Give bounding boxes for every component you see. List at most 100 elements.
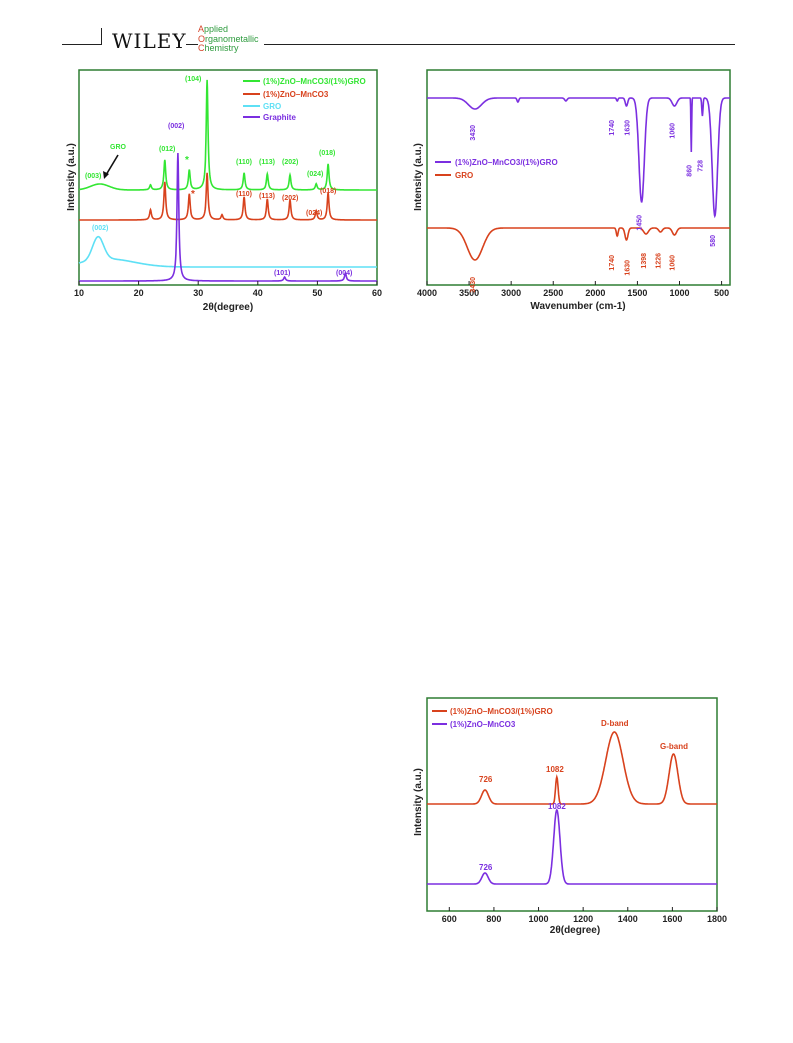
raman-anno-1: 1082 bbox=[546, 765, 564, 774]
ftir-ylabel: Intensity (a.u.) bbox=[413, 143, 424, 211]
journal-initial-1: A bbox=[198, 24, 205, 34]
xrd-series-group bbox=[78, 79, 377, 282]
raman-ticks-group: 600 800 1000 1200 1400 1600 1800 bbox=[442, 907, 727, 924]
raman-tick-label-4: 1400 bbox=[618, 914, 638, 924]
raman-tick-label-6: 1800 bbox=[707, 914, 727, 924]
raman-tick-label-1: 800 bbox=[486, 914, 501, 924]
raman-tick-label-0: 600 bbox=[442, 914, 457, 924]
xrd-tick-label-2: 30 bbox=[193, 288, 203, 298]
journal-header: WILEY Applied Organometallic Chemistry bbox=[0, 0, 793, 60]
xrd-ylabel: Intensity (a.u.) bbox=[66, 143, 77, 211]
xrd-tick-label-4: 50 bbox=[312, 288, 322, 298]
xrd-anno-arrowhead bbox=[103, 171, 109, 179]
raman-anno-0: 726 bbox=[479, 775, 493, 784]
xrd-legend-label-3: Graphite bbox=[263, 113, 296, 122]
xrd-anno-arrow bbox=[105, 154, 119, 176]
ftir-annotations: 3430 1740 1630 1450 1060 860 728 580 3430 1740 163… bbox=[470, 120, 717, 293]
xrd-anno-6: (113) bbox=[259, 159, 275, 166]
ftir-legend-label-1: GRO bbox=[455, 171, 473, 180]
header-tick bbox=[101, 28, 102, 45]
ftir-anno-8: 3430 bbox=[470, 277, 477, 293]
xrd-anno-16: (002) bbox=[92, 225, 108, 232]
ftir-tick-label-3: 2500 bbox=[543, 288, 563, 298]
xrd-ticks-group: 10 20 30 40 50 60 bbox=[74, 281, 382, 298]
raman-tick-label-5: 1600 bbox=[662, 914, 682, 924]
xrd-anno-13: (202) bbox=[282, 195, 298, 202]
xrd-series-2 bbox=[78, 235, 377, 268]
xrd-anno-0: GRO bbox=[110, 144, 127, 151]
xrd-anno-7: (202) bbox=[282, 159, 298, 166]
header-rule-right bbox=[264, 44, 735, 45]
xrd-tick-label-1: 20 bbox=[134, 288, 144, 298]
header-rule-left bbox=[62, 44, 102, 45]
journal-word-3: hemistry bbox=[204, 43, 239, 53]
raman-series-group bbox=[427, 731, 717, 885]
xrd-series-3 bbox=[79, 152, 377, 282]
ftir-series-0 bbox=[427, 97, 730, 219]
xrd-chart: 10 20 30 40 50 60 (1%)ZnO–MnCO3/(1%)GRO (1%)Z… bbox=[66, 69, 382, 313]
raman-anno-5: 726 bbox=[479, 863, 493, 872]
ftir-anno-12: 1226 bbox=[656, 253, 663, 269]
ftir-anno-6: 728 bbox=[697, 160, 704, 172]
xrd-anno-4: * bbox=[185, 155, 189, 166]
ftir-plot-frame bbox=[426, 69, 731, 286]
xrd-series-0 bbox=[79, 79, 377, 191]
raman-chart: 600 800 1000 1200 1400 1600 1800 (1%)ZnO–MnCO3… bbox=[413, 697, 727, 936]
ftir-tick-label-0: 4000 bbox=[417, 288, 437, 298]
xrd-anno-11: (110) bbox=[236, 191, 252, 198]
raman-tick-label-3: 1200 bbox=[573, 914, 593, 924]
ftir-anno-10: 1630 bbox=[625, 260, 632, 276]
raman-legend-label-1: (1%)ZnO–MnCO3 bbox=[450, 720, 516, 729]
ftir-anno-13: 1060 bbox=[669, 255, 676, 271]
xrd-anno-19: (004) bbox=[336, 270, 352, 277]
ftir-legend: (1%)ZnO–MnCO3/(1%)GRO GRO bbox=[435, 158, 558, 180]
ftir-anno-1: 1740 bbox=[609, 120, 616, 136]
xrd-anno-8: (024) bbox=[307, 171, 323, 178]
journal-word-1: pplied bbox=[204, 24, 229, 34]
xrd-tick-label-0: 10 bbox=[74, 288, 84, 298]
xrd-tick-label-5: 60 bbox=[372, 288, 382, 298]
xrd-anno-18: (101) bbox=[274, 270, 290, 277]
ftir-anno-0: 3430 bbox=[470, 125, 477, 141]
xrd-legend: (1%)ZnO–MnCO3/(1%)GRO (1%)ZnO–MnCO3 GRO … bbox=[243, 77, 366, 122]
xrd-anno-17: (002) bbox=[168, 123, 184, 130]
ftir-anno-5: 860 bbox=[686, 165, 693, 177]
xrd-annotations: GRO (003) (012) (104) * (110) (113) (202… bbox=[85, 76, 352, 277]
publisher-logo: WILEY bbox=[112, 29, 187, 53]
xrd-anno-5: (110) bbox=[236, 159, 252, 166]
journal-name: Applied Organometallic Chemistry bbox=[198, 24, 259, 54]
xrd-anno-15: (018) bbox=[320, 188, 336, 195]
ftir-tick-label-6: 1000 bbox=[669, 288, 689, 298]
xrd-series-1 bbox=[79, 172, 377, 221]
raman-ylabel: Intensity (a.u.) bbox=[413, 768, 424, 836]
ftir-anno-9: 1740 bbox=[609, 255, 616, 271]
xrd-anno-14: (024) bbox=[306, 210, 322, 217]
journal-initial-3: C bbox=[198, 43, 205, 53]
ftir-legend-label-0: (1%)ZnO–MnCO3/(1%)GRO bbox=[455, 158, 558, 167]
ftir-anno-3: 1450 bbox=[637, 215, 644, 231]
journal-initial-2: O bbox=[198, 33, 206, 44]
xrd-anno-2: (012) bbox=[159, 146, 175, 153]
xrd-tick-label-3: 40 bbox=[253, 288, 263, 298]
xrd-anno-10: * bbox=[191, 189, 195, 200]
raman-legend-label-0: (1%)ZnO–MnCO3/(1%)GRO bbox=[450, 707, 553, 716]
ftir-tick-label-5: 1500 bbox=[627, 288, 647, 298]
ftir-tick-label-2: 3000 bbox=[501, 288, 521, 298]
raman-annotations: 726 1082 D-band G-band 1082 726 bbox=[479, 719, 688, 872]
xrd-plot-frame bbox=[78, 69, 378, 286]
xrd-anno-12: (113) bbox=[259, 193, 275, 200]
raman-anno-2: D-band bbox=[601, 719, 629, 728]
raman-series-1 bbox=[427, 808, 717, 885]
ftir-series-group bbox=[427, 97, 730, 261]
xrd-anno-3: (104) bbox=[185, 76, 201, 83]
raman-series-0 bbox=[427, 731, 717, 805]
xrd-anno-9: (018) bbox=[319, 150, 335, 157]
journal-word-2: rganometallic bbox=[205, 33, 259, 44]
xrd-anno-1: (003) bbox=[85, 173, 101, 180]
ftir-ticks-group: 4000 3500 3000 2500 2000 1500 1000 500 bbox=[417, 281, 729, 298]
xrd-xlabel: 2θ(degree) bbox=[203, 302, 253, 313]
ftir-tick-label-7: 500 bbox=[714, 288, 729, 298]
raman-anno-4: 1082 bbox=[548, 802, 566, 811]
xrd-legend-label-0: (1%)ZnO–MnCO3/(1%)GRO bbox=[263, 77, 366, 86]
ftir-anno-7: 580 bbox=[710, 235, 717, 247]
